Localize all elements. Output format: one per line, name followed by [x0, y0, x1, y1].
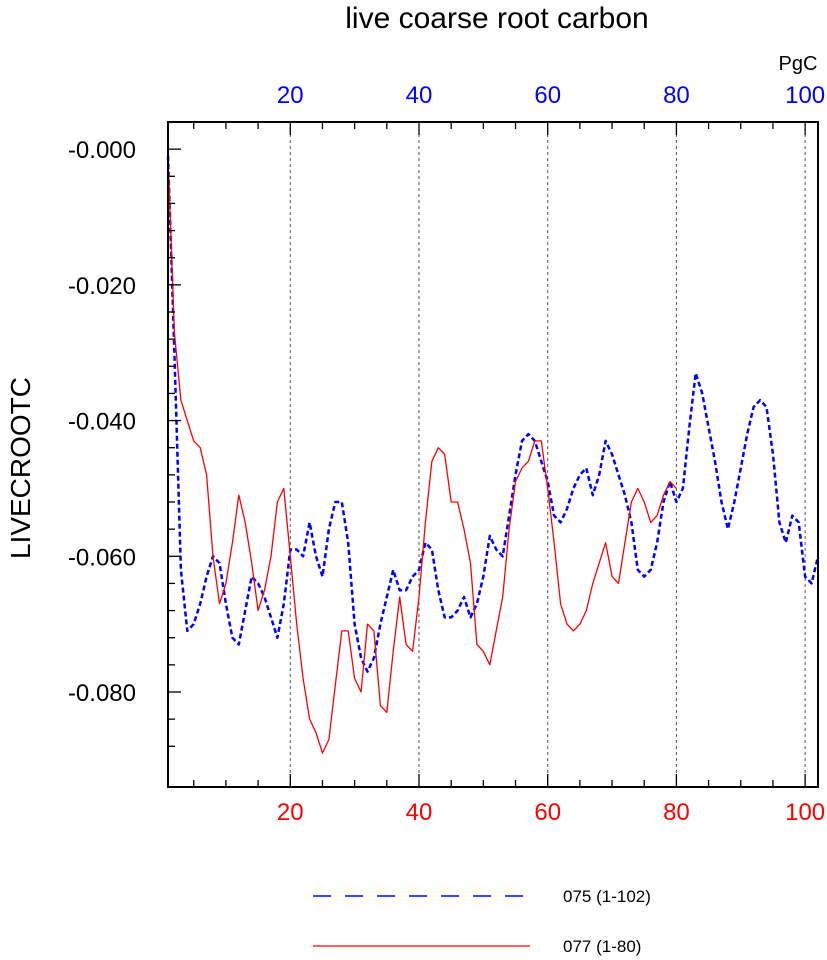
- x-tick-label-bottom: 60: [534, 799, 561, 826]
- y-tick-label: -0.060: [68, 544, 136, 571]
- x-tick-label-top: 20: [277, 82, 304, 109]
- x-tick-label-bottom: 40: [406, 799, 433, 826]
- chart-title: live coarse root carbon: [345, 2, 649, 35]
- y-tick-label: -0.020: [68, 273, 136, 300]
- tick-labels: -0.000 -0.020 -0.040 -0.060 -0.080 20 20 40 40 60…: [68, 82, 825, 826]
- x-tick-label-bottom: 80: [663, 799, 690, 826]
- x-tick-label-top: 100: [785, 82, 825, 109]
- y-tick-label: -0.000: [68, 137, 136, 164]
- x-tick-label-top: 40: [406, 82, 433, 109]
- series-line-2: [167, 155, 677, 754]
- axis-ticks: [168, 122, 806, 787]
- series-line-1: [166, 155, 820, 673]
- y-tick-label: -0.040: [68, 409, 136, 436]
- units-label: PgC: [779, 53, 818, 75]
- grid-lines: [289, 122, 806, 787]
- x-tick-label-top: 80: [663, 82, 690, 109]
- series-layer: [166, 155, 820, 754]
- y-axis-label: LIVECROOTC: [5, 377, 36, 559]
- legend-label-2: 077 (1-80): [563, 937, 641, 956]
- x-tick-label-bottom: 20: [277, 799, 304, 826]
- x-tick-label-bottom: 100: [785, 799, 825, 826]
- y-tick-label: -0.080: [68, 680, 136, 707]
- x-tick-label-top: 60: [534, 82, 561, 109]
- legend: 075 (1-102) 077 (1-80): [313, 887, 651, 956]
- plot-frame: [167, 121, 819, 788]
- legend-label-1: 075 (1-102): [563, 887, 651, 906]
